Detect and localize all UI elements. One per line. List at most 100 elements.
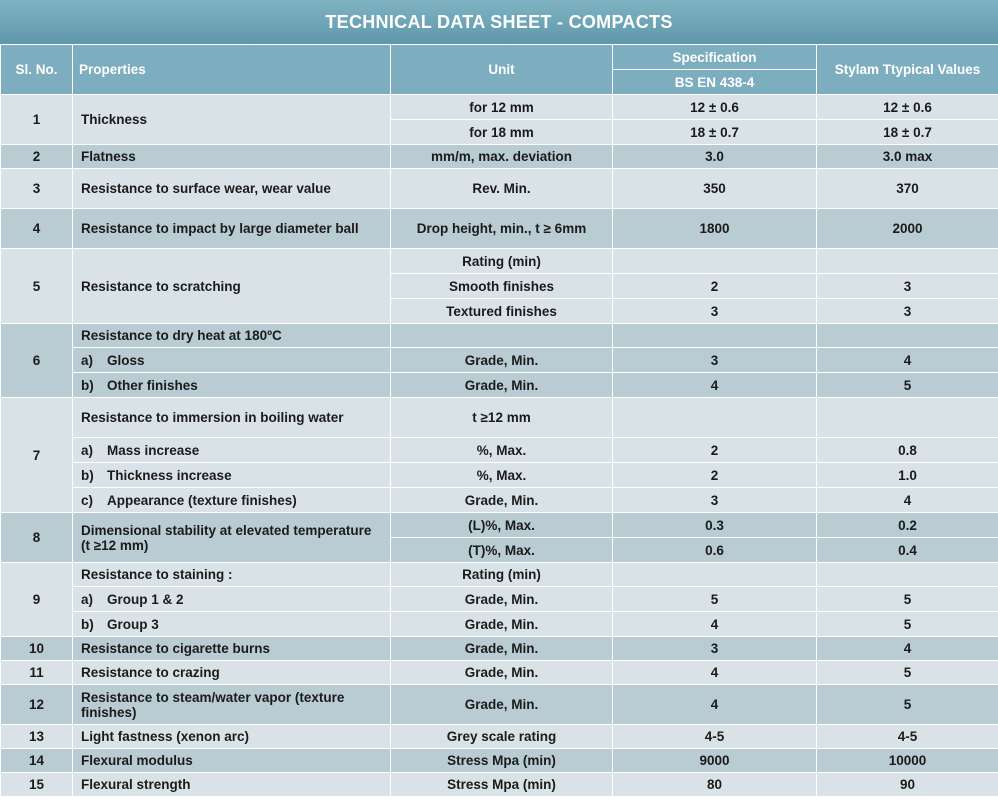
header-stylam-values: Stylam Ttypical Values xyxy=(816,44,998,95)
sub-property: a) Group 1 & 2 xyxy=(72,586,391,612)
value-cell: 18 ± 0.7 xyxy=(816,119,998,145)
sl-number: 5 xyxy=(0,248,73,324)
table-header: Sl. No. Properties Unit Specification St… xyxy=(0,44,998,95)
value-cell: 4 xyxy=(816,487,998,513)
property-name: Resistance to scratching xyxy=(72,248,391,324)
spec-cell: 3 xyxy=(612,347,817,373)
value-cell: 5 xyxy=(816,611,998,637)
property-name: Resistance to dry heat at 180ºC xyxy=(72,323,391,348)
spec-cell xyxy=(612,562,817,587)
value-cell: 4 xyxy=(816,347,998,373)
sub-property-name: Group 1 & 2 xyxy=(107,591,184,607)
unit-cell: Textured finishes xyxy=(390,298,613,324)
property-name: Resistance to immersion in boiling water xyxy=(72,397,391,438)
sl-number: 13 xyxy=(0,724,73,749)
sl-number: 3 xyxy=(0,168,73,209)
header-unit: Unit xyxy=(390,44,613,95)
spec-cell: 4 xyxy=(612,372,817,398)
unit-cell: Grade, Min. xyxy=(390,372,613,398)
unit-cell: Stress Mpa (min) xyxy=(390,772,613,797)
property-name: Thickness xyxy=(72,94,391,145)
sub-label: c) xyxy=(81,492,94,508)
unit-cell: Stress Mpa (min) xyxy=(390,748,613,773)
spec-cell: 80 xyxy=(612,772,817,797)
header-specification: Specification xyxy=(612,44,817,70)
spec-cell xyxy=(612,248,817,274)
unit-cell xyxy=(390,323,613,348)
unit-cell: Grade, Min. xyxy=(390,636,613,661)
sub-property-name: Group 3 xyxy=(107,616,159,632)
property-name: Light fastness (xenon arc) xyxy=(72,724,391,749)
value-cell: 0.8 xyxy=(816,437,998,463)
property-name: Resistance to steam/water vapor (texture… xyxy=(72,684,391,725)
header-properties: Properties xyxy=(72,44,391,95)
property-name: Resistance to impact by large diameter b… xyxy=(72,208,391,249)
spec-cell: 18 ± 0.7 xyxy=(612,119,817,145)
unit-cell: mm/m, max. deviation xyxy=(390,144,613,169)
value-cell xyxy=(816,248,998,274)
unit-cell: (T)%, Max. xyxy=(390,537,613,563)
value-cell: 5 xyxy=(816,660,998,685)
value-cell: 5 xyxy=(816,586,998,612)
header-spec-standard: BS EN 438-4 xyxy=(612,69,817,95)
property-name: Resistance to cigarette burns xyxy=(72,636,391,661)
property-name: Resistance to staining : xyxy=(72,562,391,587)
property-name: Flatness xyxy=(72,144,391,169)
property-name: Resistance to crazing xyxy=(72,660,391,685)
data-table: Sl. No. Properties Unit Specification St… xyxy=(0,44,998,797)
sub-label: b) xyxy=(81,616,94,632)
table-row-group: 9 Resistance to staining : Rating (min) … xyxy=(0,562,998,637)
sub-property-name: Mass increase xyxy=(107,442,200,458)
sl-number: 11 xyxy=(0,660,73,685)
spec-cell: 2 xyxy=(612,437,817,463)
value-cell: 5 xyxy=(816,372,998,398)
sl-number: 12 xyxy=(0,684,73,725)
value-cell: 4 xyxy=(816,636,998,661)
sub-property: b) Group 3 xyxy=(72,611,391,637)
spec-cell: 3 xyxy=(612,636,817,661)
value-cell: 3 xyxy=(816,273,998,299)
unit-cell: for 12 mm xyxy=(390,94,613,120)
table-row-group: 10 Resistance to cigarette burns Grade, … xyxy=(0,636,998,661)
spec-cell xyxy=(612,323,817,348)
value-cell: 1.0 xyxy=(816,462,998,488)
unit-cell: for 18 mm xyxy=(390,119,613,145)
value-cell: 4-5 xyxy=(816,724,998,749)
spec-cell: 350 xyxy=(612,168,817,209)
value-cell: 0.4 xyxy=(816,537,998,563)
sl-number: 6 xyxy=(0,323,73,398)
spec-cell: 9000 xyxy=(612,748,817,773)
table-row-group: 5 Resistance to scratching Rating (min) … xyxy=(0,248,998,324)
sl-number: 14 xyxy=(0,748,73,773)
value-cell: 2000 xyxy=(816,208,998,249)
unit-cell: Smooth finishes xyxy=(390,273,613,299)
unit-cell: Grey scale rating xyxy=(390,724,613,749)
unit-cell: Drop height, min., t ≥ 6mm xyxy=(390,208,613,249)
table-row-group: 2 Flatness mm/m, max. deviation 3.0 3.0 … xyxy=(0,144,998,169)
unit-cell: Grade, Min. xyxy=(390,347,613,373)
value-cell: 3.0 max xyxy=(816,144,998,169)
sub-property: b) Other finishes xyxy=(72,372,391,398)
sub-label: a) xyxy=(81,352,94,368)
sub-label: b) xyxy=(81,377,94,393)
table-row-group: 14 Flexural modulus Stress Mpa (min) 900… xyxy=(0,748,998,773)
spec-cell: 3.0 xyxy=(612,144,817,169)
sub-property: b) Thickness increase xyxy=(72,462,391,488)
table-row-group: 3 Resistance to surface wear, wear value… xyxy=(0,168,998,209)
spec-cell: 5 xyxy=(612,586,817,612)
spec-cell: 3 xyxy=(612,487,817,513)
table-row-group: 8 Dimensional stability at elevated temp… xyxy=(0,512,998,563)
unit-cell: Rating (min) xyxy=(390,562,613,587)
unit-cell: Grade, Min. xyxy=(390,611,613,637)
property-name: Dimensional stability at elevated temper… xyxy=(72,512,391,563)
value-cell: 12 ± 0.6 xyxy=(816,94,998,120)
spec-cell: 0.6 xyxy=(612,537,817,563)
sub-property-name: Gloss xyxy=(107,352,145,368)
unit-cell: Grade, Min. xyxy=(390,487,613,513)
sub-property: c) Appearance (texture finishes) xyxy=(72,487,391,513)
value-cell: 370 xyxy=(816,168,998,209)
sl-number: 9 xyxy=(0,562,73,637)
table-row-group: 13 Light fastness (xenon arc) Grey scale… xyxy=(0,724,998,749)
table-row-group: 4 Resistance to impact by large diameter… xyxy=(0,208,998,249)
value-cell xyxy=(816,323,998,348)
